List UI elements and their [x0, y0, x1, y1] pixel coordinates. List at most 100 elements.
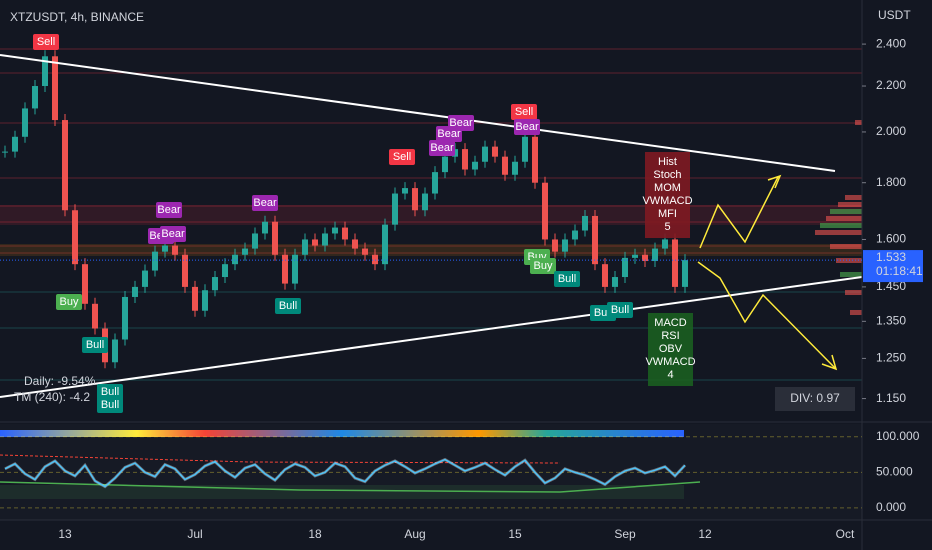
candle: [332, 227, 338, 234]
candle: [302, 239, 308, 255]
candle: [322, 233, 328, 246]
candle: [152, 251, 158, 271]
signal-text: Hist: [658, 156, 677, 168]
candle: [552, 239, 558, 252]
candle: [392, 193, 398, 225]
countdown: 01:18:41: [876, 264, 923, 278]
chart-title: XTZUSDT, 4h, BINANCE: [10, 10, 144, 24]
trendline: [0, 54, 836, 172]
candle: [582, 215, 588, 231]
y-tick-label: 50.000: [876, 465, 913, 479]
signal-box: [645, 152, 690, 238]
zone: [0, 485, 684, 499]
y-tick-label: 2.200: [876, 78, 906, 92]
signal-label: Bear: [157, 204, 181, 216]
candle: [42, 56, 48, 87]
signal-label-bg: [429, 140, 455, 156]
candle: [192, 286, 198, 311]
signal-label-bg: [389, 149, 415, 165]
candle: [112, 339, 118, 363]
osc-trend: [0, 454, 561, 464]
y-tick-label: 1.800: [876, 175, 906, 189]
candle: [612, 277, 618, 287]
y-tick-label: 1.250: [876, 351, 906, 365]
candle: [662, 239, 668, 249]
signal-label: Bull: [101, 386, 119, 398]
signal-label-bg: [514, 119, 540, 135]
y-axis-label: USDT: [878, 8, 911, 22]
candle: [62, 120, 68, 211]
osc-trend: [0, 481, 701, 493]
signal-label: Sell: [37, 36, 55, 48]
candle: [82, 264, 88, 304]
candle: [682, 260, 688, 287]
x-tick-label: 18: [308, 527, 322, 541]
x-tick-label: 15: [508, 527, 522, 541]
signal-label: Bear: [430, 142, 454, 154]
candle: [12, 136, 18, 152]
signal-label: Bear: [449, 117, 473, 129]
div-box: [775, 387, 855, 411]
candle: [562, 239, 568, 252]
signal-label-bg: [160, 226, 186, 242]
candle: [422, 193, 428, 211]
candle: [362, 248, 368, 255]
candle: [352, 239, 358, 249]
candle: [252, 233, 258, 249]
y-tick-label: 1.600: [876, 232, 906, 246]
candle: [592, 215, 598, 265]
y-tick-label: 0.000: [876, 500, 906, 514]
candle: [502, 156, 508, 175]
signal-text: MACD: [654, 317, 686, 329]
signal-text: OBV: [659, 343, 683, 355]
candle: [72, 210, 78, 265]
y-tick-label: 2.000: [876, 124, 906, 138]
signal-label-bg: [56, 294, 82, 310]
candle: [52, 56, 58, 121]
last-price: 1.533: [876, 250, 906, 264]
trendline: [0, 276, 863, 398]
candle: [432, 172, 438, 194]
candle: [342, 227, 348, 240]
candle: [522, 136, 528, 162]
signal-label-bg: [436, 126, 462, 142]
candle: [492, 146, 498, 157]
signal-label-bg: [607, 302, 633, 318]
signal-label-bg: [33, 34, 59, 50]
x-tick-label: Aug: [404, 527, 425, 541]
candle: [242, 248, 248, 255]
candle: [602, 264, 608, 287]
last-price-box: [863, 250, 923, 283]
projection-arrow: [699, 176, 779, 249]
arrow-head: [767, 174, 782, 189]
signal-box: [648, 313, 693, 386]
candle: [182, 254, 188, 287]
candle: [92, 303, 98, 329]
candle: [212, 277, 218, 291]
levels: [0, 48, 862, 381]
candle: [462, 149, 468, 170]
candle: [222, 264, 228, 278]
y-tick-label: 2.400: [876, 36, 906, 50]
signal-label: Bull: [86, 339, 104, 351]
zone: [0, 205, 862, 225]
candle: [142, 270, 148, 287]
candle: [162, 245, 168, 252]
zone: [0, 244, 862, 256]
candle: [482, 146, 488, 162]
signal-label-bg: [511, 104, 537, 120]
projection-arrow: [697, 261, 836, 369]
y-tick-label: 1.150: [876, 391, 906, 405]
candle: [32, 86, 38, 109]
signal-label: Bull: [101, 399, 119, 411]
oscillator-line: [4, 458, 686, 488]
candle: [372, 254, 378, 265]
signal-label: Bull: [611, 304, 629, 316]
candle: [412, 188, 418, 211]
candle: [572, 230, 578, 240]
x-tick-label: Sep: [614, 527, 636, 541]
candle: [2, 151, 8, 153]
signal-label: Buy: [534, 260, 553, 272]
candle: [632, 254, 638, 258]
